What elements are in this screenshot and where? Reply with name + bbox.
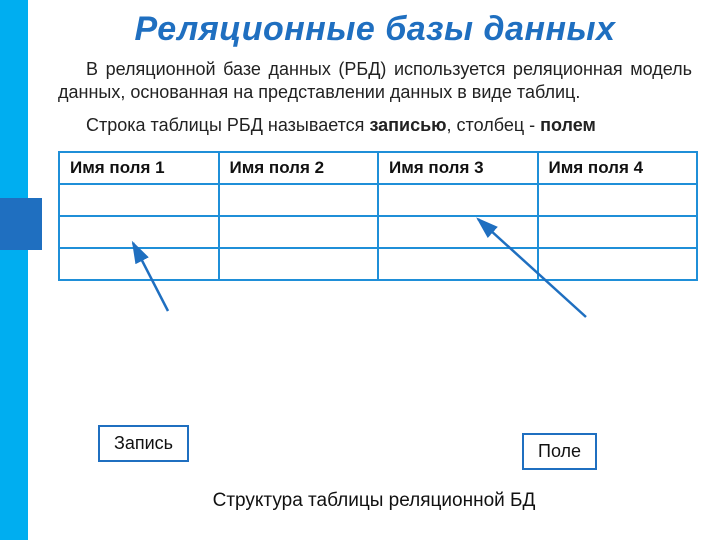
table-wrap: Имя поля 1 Имя поля 2 Имя поля 3 Имя пол…	[58, 151, 698, 281]
table-row	[59, 216, 697, 248]
col-header: Имя поля 2	[219, 152, 379, 184]
db-structure-table: Имя поля 1 Имя поля 2 Имя поля 3 Имя пол…	[58, 151, 698, 281]
col-header: Имя поля 3	[378, 152, 538, 184]
table-cell	[538, 216, 698, 248]
table-cell	[538, 248, 698, 280]
table-cell	[538, 184, 698, 216]
table-cell	[378, 248, 538, 280]
table-header-row: Имя поля 1 Имя поля 2 Имя поля 3 Имя пол…	[59, 152, 697, 184]
table-cell	[378, 216, 538, 248]
p2-pre: Строка таблицы РБД называется	[86, 115, 369, 135]
table-cell	[219, 184, 379, 216]
p2-mid: , столбец -	[447, 115, 541, 135]
col-header: Имя поля 4	[538, 152, 698, 184]
page-title: Реляционные базы данных	[58, 12, 692, 48]
table-cell	[219, 248, 379, 280]
table-row	[59, 248, 697, 280]
label-field: Поле	[522, 433, 597, 470]
table-row	[59, 184, 697, 216]
paragraph-2: Строка таблицы РБД называется записью, с…	[58, 114, 692, 137]
label-record: Запись	[98, 425, 189, 462]
table-cell	[378, 184, 538, 216]
col-header: Имя поля 1	[59, 152, 219, 184]
slide-content: Реляционные базы данных В реляционной ба…	[28, 0, 720, 540]
left-strip	[0, 0, 28, 540]
table-cell	[59, 216, 219, 248]
p2-bold-1: записью	[369, 115, 446, 135]
p2-bold-2: полем	[540, 115, 596, 135]
table-cell	[219, 216, 379, 248]
table-cell	[59, 184, 219, 216]
paragraph-1: В реляционной базе данных (РБД) использу…	[58, 58, 692, 104]
table-cell	[59, 248, 219, 280]
caption: Структура таблицы реляционной БД	[28, 490, 720, 512]
